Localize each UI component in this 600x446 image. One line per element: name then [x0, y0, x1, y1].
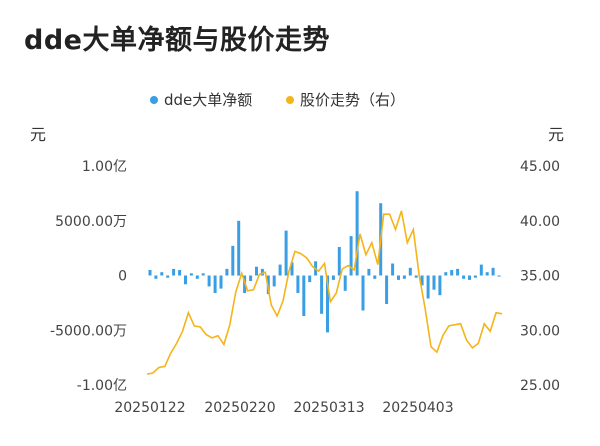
legend-price-label[interactable]: 股价走势（右） — [300, 91, 405, 109]
dde-bar — [237, 220, 241, 276]
dde-bar — [296, 275, 300, 293]
dde-bar — [331, 275, 335, 280]
dde-bar — [231, 245, 235, 276]
left-axis-unit: 元 — [30, 125, 46, 144]
dde-bar — [302, 275, 306, 316]
dde-bar — [485, 272, 489, 276]
chart-title: dde大单净额与股价走势 — [24, 25, 330, 56]
dde-bar — [172, 268, 176, 276]
dde-bar — [497, 275, 501, 277]
dde-bar — [308, 275, 312, 283]
dde-bar — [361, 275, 365, 311]
x-tick-label: 20250403 — [382, 400, 453, 416]
dde-bar — [438, 275, 442, 296]
dde-bar — [397, 275, 400, 280]
right-axis-unit: 元 — [548, 125, 564, 144]
legend-dde-label[interactable]: dde大单净额 — [164, 91, 252, 109]
left-tick-label: 0 — [118, 269, 127, 285]
dde-bar — [178, 270, 182, 276]
dde-bar — [184, 275, 187, 285]
dde-bar — [219, 275, 223, 289]
x-tick-label: 20250313 — [293, 400, 364, 416]
dde-bar — [284, 230, 288, 276]
dde-bar — [320, 275, 324, 314]
dde-bar — [213, 275, 217, 293]
legend-price-marker — [286, 96, 294, 104]
dde-bar — [408, 267, 412, 276]
left-tick-label: 1.00亿 — [82, 159, 127, 175]
dde-bar — [201, 273, 205, 276]
dde-bar — [189, 273, 193, 276]
dde-bar — [373, 275, 377, 279]
x-tick-label: 20250220 — [204, 400, 275, 416]
dde-bar — [432, 275, 436, 290]
dde-bar — [349, 236, 353, 276]
x-axis: 20250122 20250220 20250313 20250403 — [114, 400, 453, 416]
dde-bar — [450, 270, 454, 276]
dde-bar — [473, 275, 477, 278]
right-axis: 45.00 40.00 35.00 30.00 25.00 — [520, 159, 560, 394]
price-line — [146, 210, 503, 375]
x-tick-label: 20250122 — [114, 400, 185, 416]
dde-bar — [414, 275, 418, 278]
right-tick-label: 45.00 — [520, 159, 560, 175]
dde-bar — [355, 191, 359, 276]
left-axis: 1.00亿 5000.00万 0 -5000.00万 -1.00亿 — [50, 159, 127, 394]
dde-bar — [402, 275, 406, 279]
dde-bar — [479, 264, 483, 276]
right-tick-label: 40.00 — [520, 214, 560, 230]
dde-bar — [337, 247, 341, 276]
dde-bar — [385, 275, 389, 304]
left-tick-label: 5000.00万 — [55, 214, 127, 230]
dde-bar — [207, 275, 211, 287]
dde-bars — [148, 191, 501, 333]
dde-bar — [367, 268, 371, 276]
legend-dde-marker — [150, 96, 158, 104]
dde-bar — [326, 275, 329, 333]
dde-bar — [420, 275, 424, 286]
dde-bar — [195, 275, 199, 279]
left-tick-label: -1.00亿 — [77, 378, 127, 394]
left-tick-label: -5000.00万 — [50, 323, 127, 339]
dde-bar — [391, 263, 395, 276]
dde-bar — [154, 275, 158, 279]
dde-bar — [444, 272, 448, 276]
dde-bar — [456, 268, 460, 276]
dde-bar — [249, 275, 253, 281]
dde-bar — [278, 264, 282, 276]
dde-bar — [491, 267, 495, 276]
dde-bar — [160, 272, 164, 276]
dde-bar — [225, 268, 229, 276]
dde-bar — [255, 266, 258, 276]
dde-bar — [166, 275, 170, 278]
right-tick-label: 35.00 — [520, 269, 560, 285]
dde-bar — [290, 262, 294, 276]
legend: dde大单净额 股价走势（右） — [150, 91, 405, 109]
dde-bar — [148, 270, 152, 276]
dde-bar — [272, 275, 276, 287]
right-tick-label: 30.00 — [520, 323, 560, 339]
right-tick-label: 25.00 — [520, 378, 560, 394]
dde-bar — [343, 275, 347, 291]
dde-bar — [468, 275, 471, 280]
dde-bar — [260, 268, 264, 276]
dde-bar — [462, 275, 466, 279]
dde-bar — [426, 275, 430, 299]
